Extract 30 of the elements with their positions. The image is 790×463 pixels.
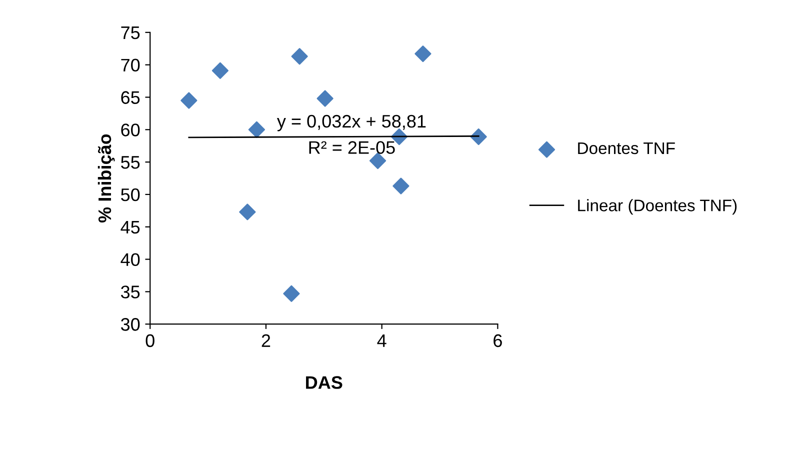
point [180, 92, 198, 109]
point [291, 48, 308, 65]
y-tick-label: 50 [121, 188, 140, 202]
y-tick-label: 65 [121, 91, 140, 104]
point [392, 178, 410, 194]
y-axis-title: % Inibição [98, 134, 115, 222]
annotation: y = 0,032x + 58,81 [276, 114, 426, 132]
annotation: R² = 2E-05 [309, 141, 395, 154]
x-axis-title: DAS [306, 376, 342, 389]
point [248, 121, 265, 138]
y-tick-label: 40 [120, 253, 140, 266]
x-tick-label: 4 [377, 334, 386, 347]
y-tick-label: 35 [120, 286, 140, 298]
y-tick-label: 70 [121, 58, 140, 72]
x-tick-label: 2 [262, 334, 270, 347]
y-tick-label: 30 [120, 318, 140, 331]
y-tick-label: 55 [121, 156, 140, 169]
x-tick-label: 6 [494, 334, 502, 348]
point [283, 285, 300, 302]
y-tick-label: 60 [121, 124, 140, 136]
point [239, 204, 256, 220]
point [212, 62, 228, 79]
point [414, 46, 432, 62]
point [316, 90, 334, 107]
y-tick-label: 45 [120, 220, 140, 234]
point [470, 128, 487, 146]
legend-label: Linear (Doentes TNF) [578, 199, 737, 215]
y-tick-label: 75 [121, 26, 140, 40]
x-tick-label: 0 [146, 334, 154, 348]
legend-label: Doentes TNF [578, 142, 675, 154]
